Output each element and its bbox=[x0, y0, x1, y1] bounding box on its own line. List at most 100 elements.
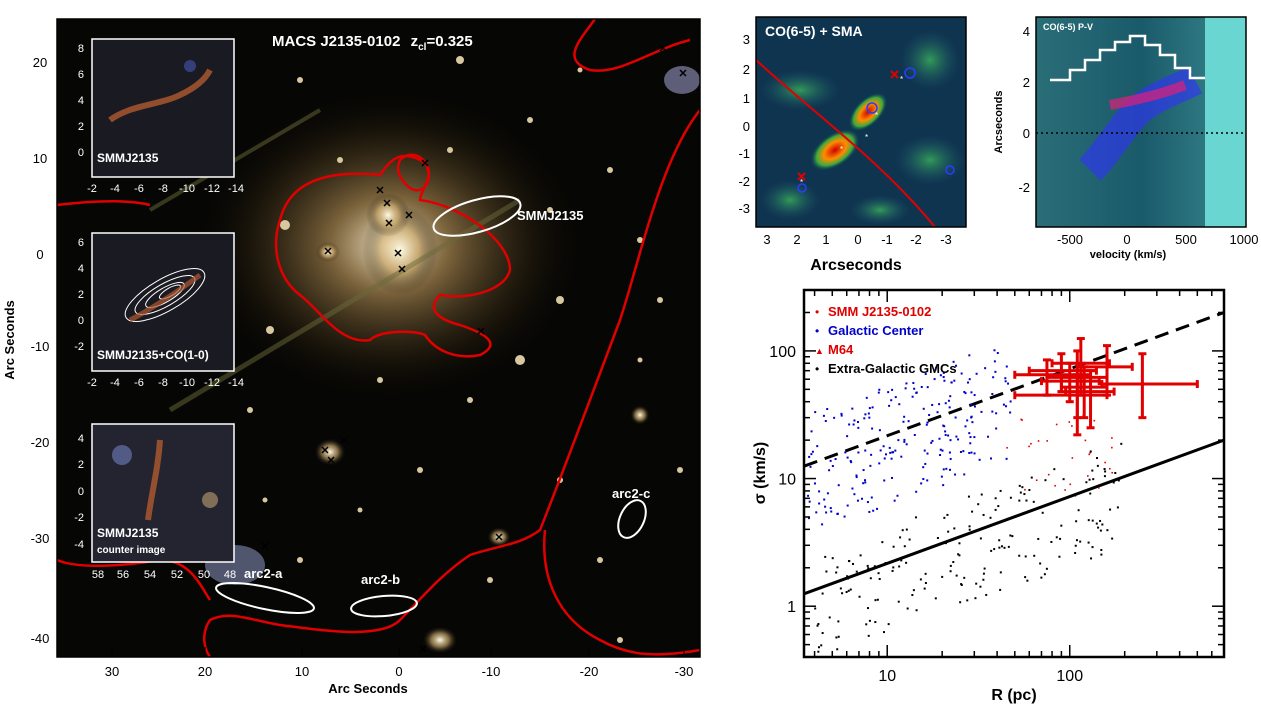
m64-point bbox=[1055, 423, 1058, 426]
co-map-panel: * * * * * CO(6-5) + SMA 3 2 1 0 -1 -2 -3 3 2 1 0 -1 -… bbox=[738, 16, 967, 274]
gc-point bbox=[868, 407, 871, 410]
gmc-point bbox=[1085, 481, 1088, 484]
gc-point bbox=[947, 434, 950, 437]
gc-point bbox=[861, 497, 864, 500]
gc-point bbox=[818, 502, 821, 505]
gmc-point bbox=[866, 607, 869, 610]
gmc-point bbox=[855, 570, 858, 573]
gc-point bbox=[905, 382, 908, 385]
y-tick-label: 1 bbox=[787, 599, 796, 616]
gc-point bbox=[950, 381, 953, 384]
gmc-point bbox=[1060, 524, 1063, 527]
m64-point bbox=[1054, 484, 1056, 487]
gc-point bbox=[975, 372, 978, 375]
gmc-point bbox=[924, 581, 927, 584]
gmc-point bbox=[1037, 537, 1040, 540]
gmc-point bbox=[957, 553, 960, 556]
gc-point bbox=[940, 475, 943, 478]
gmc-point bbox=[1009, 496, 1012, 499]
gmc-point bbox=[1018, 554, 1021, 557]
gmc-point bbox=[999, 571, 1002, 574]
gmc-point bbox=[873, 565, 876, 568]
m64-point bbox=[1037, 440, 1040, 442]
gc-point bbox=[967, 381, 970, 384]
main-y-tick-label: 10 bbox=[33, 151, 47, 166]
svg-text:4: 4 bbox=[78, 95, 84, 107]
gc-point bbox=[984, 367, 987, 370]
gc-point bbox=[944, 402, 947, 405]
gmc-point bbox=[1099, 529, 1102, 532]
gmc-point bbox=[846, 577, 849, 580]
gmc-point bbox=[1087, 519, 1090, 522]
gc-point bbox=[870, 453, 873, 456]
gc-point bbox=[942, 371, 945, 374]
gmc-point bbox=[874, 621, 877, 624]
gmc-point bbox=[1023, 493, 1026, 496]
gmc-point bbox=[944, 542, 947, 545]
gc-point bbox=[942, 376, 945, 379]
gc-point bbox=[964, 392, 967, 395]
galaxy-bottom-2 bbox=[422, 626, 458, 654]
inset-1: SMMJ2135 8 6 4 2 0 -2 -4 -6 -8 -10 -12 -14 bbox=[78, 38, 244, 195]
m64-point bbox=[1111, 471, 1113, 474]
gmc-point bbox=[867, 567, 870, 570]
m64-point bbox=[1047, 473, 1050, 476]
svg-text:-12: -12 bbox=[204, 377, 220, 389]
gc-point bbox=[855, 474, 858, 477]
gc-point bbox=[945, 467, 948, 470]
gmc-point bbox=[814, 607, 817, 610]
galaxy-pair bbox=[314, 438, 346, 466]
gmc-point bbox=[836, 648, 839, 651]
gc-point bbox=[911, 395, 914, 398]
gmc-point bbox=[983, 567, 986, 570]
m64-point bbox=[1089, 451, 1091, 454]
gc-point bbox=[990, 457, 993, 460]
gc-point bbox=[926, 386, 929, 389]
legend-marker: • bbox=[815, 324, 819, 338]
gmc-point bbox=[998, 539, 1001, 542]
gmc-point bbox=[835, 571, 838, 574]
svg-text:*: * bbox=[840, 145, 843, 154]
svg-text:-3: -3 bbox=[738, 201, 750, 216]
svg-text:*: * bbox=[875, 111, 878, 120]
gc-point bbox=[903, 440, 906, 443]
svg-text:0: 0 bbox=[854, 232, 861, 247]
main-x-tick-label: -20 bbox=[580, 664, 599, 679]
gc-point bbox=[829, 507, 832, 510]
m64-point bbox=[1046, 440, 1048, 442]
gmc-point bbox=[877, 572, 880, 575]
gmc-point bbox=[958, 554, 961, 557]
gc-point bbox=[978, 458, 981, 461]
gmc-point bbox=[999, 489, 1002, 492]
gc-point bbox=[833, 416, 836, 419]
svg-text:2: 2 bbox=[1023, 75, 1030, 90]
gc-point bbox=[955, 435, 958, 438]
gmc-point bbox=[868, 619, 871, 622]
gmc-point bbox=[887, 623, 890, 626]
gmc-point bbox=[846, 575, 849, 578]
gmc-point bbox=[943, 516, 946, 519]
gc-point bbox=[973, 436, 976, 439]
gc-point bbox=[952, 360, 955, 363]
gc-point bbox=[824, 420, 827, 423]
gmc-point bbox=[897, 600, 900, 603]
gmc-point bbox=[1039, 562, 1042, 565]
svg-text:0: 0 bbox=[1023, 126, 1030, 141]
gc-point bbox=[894, 396, 897, 399]
gmc-point bbox=[1059, 537, 1062, 540]
gmc-point bbox=[924, 572, 927, 575]
gc-point bbox=[905, 443, 908, 446]
gmc-point bbox=[867, 634, 870, 637]
svg-text:SMMJ2135: SMMJ2135 bbox=[97, 526, 159, 540]
legend-entry: Extra-Galactic GMCs bbox=[828, 361, 957, 376]
arc2c-ellipse bbox=[617, 499, 647, 539]
gc-point bbox=[814, 411, 817, 414]
gmc-point bbox=[955, 574, 958, 577]
gmc-point bbox=[901, 529, 904, 532]
svg-text:-4: -4 bbox=[110, 183, 120, 195]
gc-point bbox=[920, 482, 923, 485]
gmc-point bbox=[1100, 553, 1103, 556]
svg-text:*: * bbox=[900, 75, 903, 84]
gmc-point bbox=[1092, 478, 1095, 481]
gc-point bbox=[1005, 365, 1008, 368]
